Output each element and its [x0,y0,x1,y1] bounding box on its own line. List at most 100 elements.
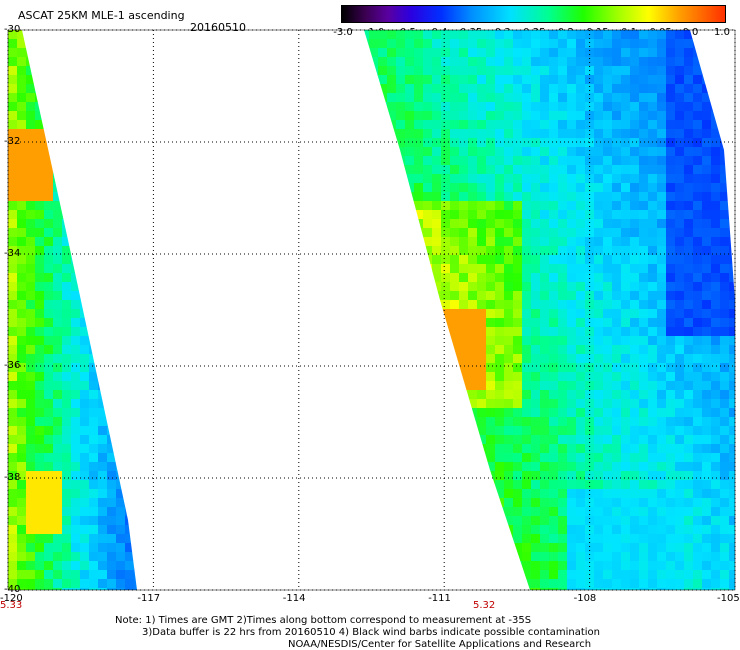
swath-cell [450,210,459,219]
swath-cell [702,345,711,354]
swath-cell [720,336,729,345]
swath-cell [549,552,558,561]
swath-cell [558,543,567,552]
swath-cell [594,30,603,39]
swath-cell [107,57,116,66]
swath-cell [675,264,684,273]
swath-cell [62,39,71,48]
swath-cell [567,543,576,552]
swath-cell [396,516,405,525]
swath-cell [125,237,134,246]
swath-cell [71,192,80,201]
right-swath [364,30,735,590]
swath-cell [17,309,26,318]
swath-cell [405,390,414,399]
swath-cell [405,291,414,300]
swath-cell [513,426,522,435]
swath-cell [684,354,693,363]
swath-cell [729,48,735,57]
swath-cell [459,246,468,255]
swath-cell [378,192,387,201]
swath-cell [405,93,414,102]
swath-cell [549,93,558,102]
swath-cell [504,111,513,120]
swath-cell [432,147,441,156]
swath-cell [531,201,540,210]
swath-cell [53,534,62,543]
swath-cell [567,417,576,426]
swath-cell [594,579,603,588]
swath-cell [44,390,53,399]
swath-cell [684,255,693,264]
swath-cell [585,129,594,138]
swath-cell [441,570,450,579]
swath-cell [450,534,459,543]
swath-cell [693,255,702,264]
swath-cell [26,561,35,570]
swath-cell [387,327,396,336]
swath-cell [125,273,134,282]
swath-cell [657,300,666,309]
swath-cell [603,516,612,525]
swath-cell [540,39,549,48]
swath-cell [720,417,729,426]
swath-cell [621,192,630,201]
swath-cell [459,408,468,417]
swath-cell [364,93,369,102]
swath-cell [432,570,441,579]
swath-cell [558,183,567,192]
swath-cell [364,183,369,192]
swath-cell [675,48,684,57]
swath-cell [387,390,396,399]
swath-cell [405,75,414,84]
swath-cell [486,372,495,381]
swath-cell [567,309,576,318]
swath-cell [35,561,44,570]
swath-cell [540,318,549,327]
swath-cell [369,534,378,543]
swath-cell [693,210,702,219]
swath-cell [405,345,414,354]
swath-cell [35,498,44,507]
swath-cell [369,48,378,57]
swath-cell [648,516,657,525]
swath-cell [513,210,522,219]
swath-cell [675,381,684,390]
swath-cell [711,273,720,282]
swath-cell [378,507,387,516]
swath-cell [684,381,693,390]
swath-cell [459,273,468,282]
swath-cell [459,534,468,543]
swath-cell [26,165,35,174]
swath-cell [594,327,603,336]
swath-cell [62,345,71,354]
swath-cell [62,552,71,561]
swath-cell [378,390,387,399]
swath-cell [729,39,735,48]
swath-cell [459,201,468,210]
swath-cell [134,57,137,66]
swath-cell [540,552,549,561]
swath-cell [405,111,414,120]
swath-cell [432,498,441,507]
swath-cell [702,138,711,147]
swath-cell [648,417,657,426]
swath-cell [107,336,116,345]
swath-cell [630,75,639,84]
swath-cell [89,345,98,354]
swath-cell [666,84,675,93]
swath-cell [80,318,89,327]
swath-cell [675,147,684,156]
swath-cell [621,372,630,381]
swath-cell [134,561,137,570]
swath-cell [558,408,567,417]
swath-cell [675,336,684,345]
swath-cell [8,579,17,588]
swath-cell [684,165,693,174]
swath-cell [414,138,423,147]
swath-cell [684,129,693,138]
swath-cell [125,120,134,129]
swath-cell [134,174,137,183]
swath-cell [693,345,702,354]
swath-cell [621,525,630,534]
